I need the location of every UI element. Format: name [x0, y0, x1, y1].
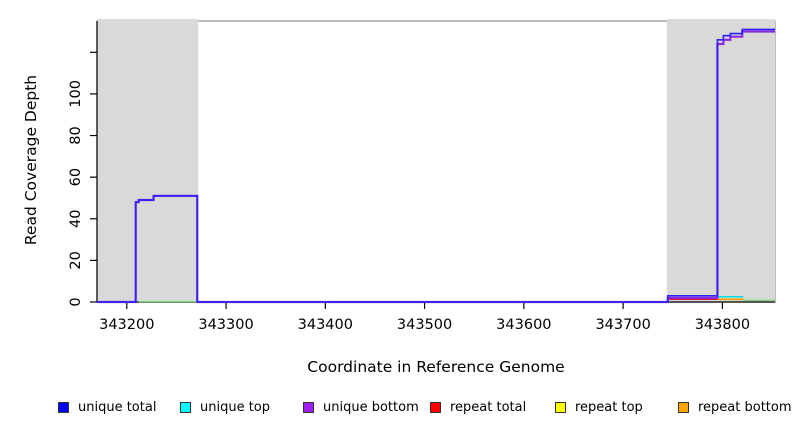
y-tick-label: 40 [68, 210, 84, 228]
legend-swatch-repeat-bottom [678, 401, 689, 413]
shaded-region-1 [666, 19, 775, 302]
legend-label-repeat-total: repeat total [450, 399, 527, 415]
x-tick-label: 343600 [496, 317, 551, 333]
x-tick-label: 343200 [99, 317, 154, 333]
x-tick-label: 343700 [595, 317, 650, 333]
legend-swatch-unique-top [180, 401, 191, 413]
y-axis-title: Read Coverage Depth [22, 75, 40, 245]
legend-label-unique-total: unique total [78, 399, 157, 415]
series-line-unique-total [97, 28, 775, 303]
legend-label-repeat-top: repeat top [575, 399, 643, 415]
legend-item-unique-bottom: unique bottom [303, 396, 419, 418]
shaded-region-0 [97, 19, 199, 302]
y-tick-label: 60 [68, 168, 84, 186]
legend-swatch-unique-bottom [303, 401, 314, 413]
y-tick-label: 80 [68, 126, 84, 144]
legend-item-unique-top: unique top [180, 396, 270, 418]
legend-item-repeat-total: repeat total [430, 396, 526, 418]
legend-label-unique-bottom: unique bottom [323, 399, 419, 415]
legend: unique total unique top unique bottom re… [0, 396, 792, 422]
x-tick-label: 343800 [695, 317, 750, 333]
x-tick-label: 343300 [198, 317, 253, 333]
legend-swatch-unique-total [58, 401, 69, 413]
legend-swatch-repeat-total [430, 401, 441, 413]
coverage-chart: 0 20 40 60 80 100 343200 343300 343400 343500 3436… [22, 19, 776, 376]
x-axis-title: Coordinate in Reference Genome [307, 358, 564, 376]
x-tick-label: 343400 [298, 317, 353, 333]
legend-item-repeat-bottom: repeat bottom [678, 396, 792, 418]
y-tick-label: 100 [68, 80, 84, 108]
legend-label-unique-top: unique top [200, 399, 271, 415]
legend-swatch-repeat-top [555, 401, 566, 413]
legend-label-repeat-bottom: repeat bottom [698, 399, 792, 415]
y-tick-label: 0 [68, 297, 84, 306]
x-tick-label: 343500 [397, 317, 452, 333]
y-tick-label: 20 [68, 251, 84, 269]
legend-item-repeat-top: repeat top [555, 396, 643, 418]
legend-item-unique-total: unique total [58, 396, 156, 418]
